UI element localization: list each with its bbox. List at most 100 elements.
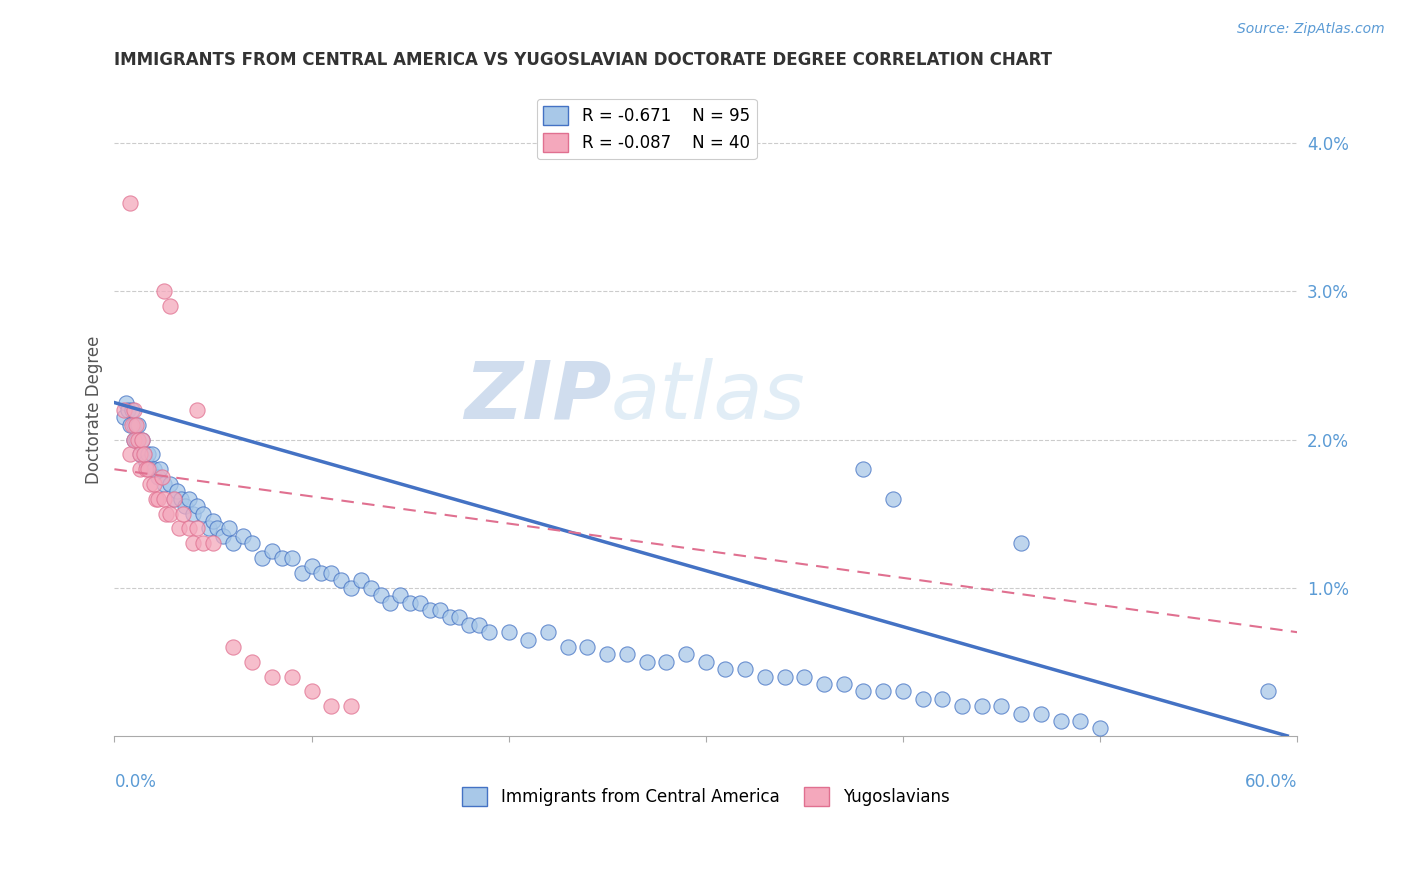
Point bbox=[449, 610, 471, 624]
Point bbox=[832, 677, 855, 691]
Point bbox=[675, 648, 697, 662]
Point bbox=[399, 596, 422, 610]
Point bbox=[498, 625, 520, 640]
Point bbox=[162, 491, 184, 506]
Point bbox=[122, 433, 145, 447]
Point bbox=[120, 417, 142, 432]
Point bbox=[1010, 706, 1032, 721]
Point bbox=[170, 491, 193, 506]
Point bbox=[136, 447, 159, 461]
Point bbox=[152, 491, 174, 506]
Point bbox=[301, 558, 323, 573]
Point bbox=[911, 691, 934, 706]
Point bbox=[409, 596, 432, 610]
Point bbox=[389, 588, 412, 602]
Point bbox=[211, 529, 233, 543]
Point bbox=[186, 403, 208, 417]
Point bbox=[557, 640, 579, 654]
Text: IMMIGRANTS FROM CENTRAL AMERICA VS YUGOSLAVIAN DOCTORATE DEGREE CORRELATION CHAR: IMMIGRANTS FROM CENTRAL AMERICA VS YUGOS… bbox=[114, 51, 1053, 69]
Text: 60.0%: 60.0% bbox=[1244, 772, 1298, 791]
Point bbox=[813, 677, 835, 691]
Point bbox=[174, 500, 197, 514]
Point bbox=[221, 536, 243, 550]
Point bbox=[419, 603, 441, 617]
Point bbox=[127, 417, 149, 432]
Point bbox=[146, 491, 169, 506]
Point bbox=[655, 655, 678, 669]
Point bbox=[1088, 722, 1111, 736]
Point bbox=[439, 610, 461, 624]
Point bbox=[129, 447, 152, 461]
Point bbox=[117, 403, 139, 417]
Point bbox=[186, 500, 208, 514]
Point bbox=[205, 521, 228, 535]
Point bbox=[129, 447, 152, 461]
Point bbox=[112, 403, 135, 417]
Point bbox=[301, 684, 323, 698]
Point bbox=[201, 514, 224, 528]
Point bbox=[115, 395, 138, 409]
Point bbox=[281, 670, 304, 684]
Point bbox=[135, 462, 157, 476]
Point bbox=[159, 507, 181, 521]
Point bbox=[616, 648, 638, 662]
Point bbox=[321, 566, 343, 580]
Point bbox=[360, 581, 382, 595]
Point bbox=[429, 603, 451, 617]
Point bbox=[121, 417, 143, 432]
Point bbox=[1049, 714, 1071, 728]
Point bbox=[172, 507, 194, 521]
Point bbox=[478, 625, 501, 640]
Point bbox=[166, 484, 188, 499]
Point bbox=[321, 699, 343, 714]
Point bbox=[139, 477, 162, 491]
Text: 0.0%: 0.0% bbox=[114, 772, 156, 791]
Point bbox=[152, 477, 174, 491]
Point bbox=[129, 462, 152, 476]
Point bbox=[186, 521, 208, 535]
Point bbox=[125, 417, 148, 432]
Point bbox=[142, 477, 165, 491]
Point bbox=[155, 507, 177, 521]
Point bbox=[136, 462, 159, 476]
Point bbox=[179, 521, 201, 535]
Point bbox=[458, 617, 481, 632]
Point bbox=[340, 699, 363, 714]
Point bbox=[150, 469, 173, 483]
Point bbox=[131, 433, 153, 447]
Point bbox=[380, 596, 402, 610]
Point bbox=[517, 632, 540, 647]
Point bbox=[950, 699, 973, 714]
Point bbox=[311, 566, 333, 580]
Point bbox=[142, 462, 165, 476]
Point bbox=[191, 507, 214, 521]
Point bbox=[198, 521, 221, 535]
Point bbox=[852, 684, 875, 698]
Point bbox=[169, 521, 191, 535]
Point bbox=[141, 447, 163, 461]
Point bbox=[262, 543, 284, 558]
Point bbox=[1257, 684, 1279, 698]
Point bbox=[218, 521, 240, 535]
Point bbox=[882, 491, 904, 506]
Legend: Immigrants from Central America, Yugoslavians: Immigrants from Central America, Yugosla… bbox=[456, 780, 956, 813]
Point bbox=[714, 662, 737, 676]
Point bbox=[1069, 714, 1091, 728]
Point bbox=[181, 507, 204, 521]
Point bbox=[695, 655, 717, 669]
Point bbox=[131, 433, 153, 447]
Point bbox=[242, 536, 264, 550]
Point bbox=[734, 662, 756, 676]
Point bbox=[122, 417, 145, 432]
Point bbox=[1029, 706, 1052, 721]
Point bbox=[232, 529, 254, 543]
Point bbox=[191, 536, 214, 550]
Point bbox=[112, 410, 135, 425]
Point bbox=[125, 433, 148, 447]
Point bbox=[596, 648, 619, 662]
Text: Source: ZipAtlas.com: Source: ZipAtlas.com bbox=[1237, 22, 1385, 37]
Point bbox=[145, 491, 167, 506]
Point bbox=[149, 462, 172, 476]
Point bbox=[291, 566, 314, 580]
Point bbox=[135, 455, 157, 469]
